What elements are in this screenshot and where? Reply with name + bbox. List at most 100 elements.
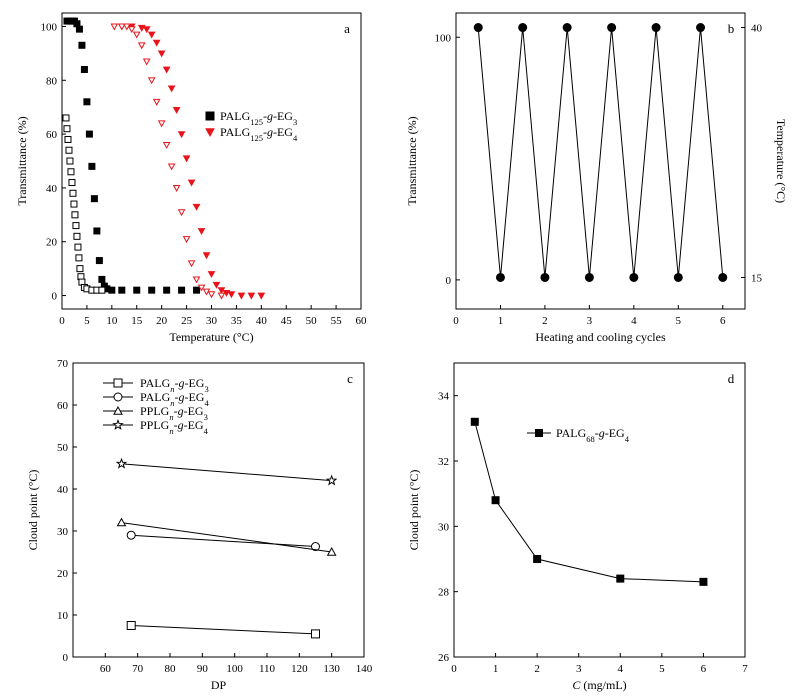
c-series-0-line xyxy=(131,625,316,635)
c-series-0 xyxy=(126,621,320,639)
a-series-2-point xyxy=(247,292,256,300)
b-series-point xyxy=(495,272,505,282)
d-xtick-label: 0 xyxy=(451,663,457,675)
a-series-2-point xyxy=(187,179,196,187)
d-frame xyxy=(453,362,746,658)
c-ytick-label: 30 xyxy=(57,526,69,538)
a-series-2-point xyxy=(172,106,181,114)
panel-b: 0 1 2 3 4 5 6 0 100 15 40 Heating and cooling cycle… xyxy=(405,12,788,344)
a-series-3-point xyxy=(147,77,156,85)
a-series-2-point xyxy=(192,203,201,211)
a-xtick-label: 30 xyxy=(206,315,218,327)
a-series-3-point xyxy=(127,26,136,34)
a-series-3-point xyxy=(132,31,141,39)
a-series-1-point xyxy=(67,168,75,176)
a-series-1-point xyxy=(64,135,72,143)
a-ytick-label: 40 xyxy=(46,183,58,195)
a-series-3-point xyxy=(197,284,206,292)
b-series-point xyxy=(629,272,639,282)
b-xtick-label: 1 xyxy=(498,315,504,327)
a-series-0 xyxy=(63,17,201,294)
b-y-axis-right-label: Temperature (°C) xyxy=(774,119,788,203)
a-series-3-point xyxy=(152,98,161,106)
c-x-axis-label: DP xyxy=(211,678,227,692)
a-series-0-point xyxy=(88,162,96,170)
a-series-2-point xyxy=(202,252,211,260)
c-legend-marker-0 xyxy=(113,378,123,388)
b-series-point xyxy=(696,23,706,33)
a-series-3-point xyxy=(207,291,216,299)
c-ytick-label: 70 xyxy=(57,358,69,370)
a-series-3 xyxy=(110,23,226,300)
c-series-2-point xyxy=(326,546,337,556)
c-panel-label: c xyxy=(347,371,353,386)
a-series-3-point xyxy=(192,276,201,284)
a-xtick-label: 15 xyxy=(131,315,143,327)
a-xtick-label: 10 xyxy=(106,315,118,327)
d-xtick-label: 7 xyxy=(742,663,748,675)
d-series-point xyxy=(699,577,708,586)
a-xtick-label: 0 xyxy=(59,315,65,327)
a-series-2-point xyxy=(227,291,236,299)
b-xtick-label: 4 xyxy=(631,315,637,327)
c-xtick-label: 70 xyxy=(132,663,144,675)
a-series-1-point xyxy=(74,243,82,251)
a-series-1-point xyxy=(72,222,80,230)
d-series-point xyxy=(470,417,479,426)
a-series-3-point xyxy=(110,23,119,31)
a-series-0-point xyxy=(148,286,156,294)
a-series-1-point xyxy=(68,179,76,187)
a-series-0-point xyxy=(118,286,126,294)
a-series-0-point xyxy=(85,130,93,138)
c-series-2-point xyxy=(116,517,127,527)
b-ytick-label: 0 xyxy=(446,275,452,287)
c-legend-label-3: PPLGn-g-EG4 xyxy=(140,418,209,436)
a-series-0-point xyxy=(178,286,186,294)
a-series-3-point xyxy=(142,58,151,66)
b-series-point xyxy=(673,272,683,282)
c-ytick-label: 60 xyxy=(57,400,69,412)
a-frame xyxy=(61,12,362,310)
d-ytick-label: 34 xyxy=(438,391,450,403)
d-ytick-label: 26 xyxy=(438,652,450,664)
c-series-1-point xyxy=(311,542,320,552)
a-xtick-label: 20 xyxy=(156,315,168,327)
a-series-0-point xyxy=(133,286,141,294)
a-series-1-point xyxy=(75,254,83,262)
a-legend-label-0: PALG125-g-EG3 xyxy=(220,109,297,127)
a-series-1-point xyxy=(66,157,74,165)
a-xtick-label: 45 xyxy=(281,315,293,327)
c-ytick-label: 10 xyxy=(57,610,69,622)
d-series-point xyxy=(533,555,542,563)
a-legend-label-1: PALG125-g-EG4 xyxy=(220,125,298,143)
a-xtick-label: 25 xyxy=(181,315,193,327)
b-series-point xyxy=(607,23,617,33)
a-legend-marker-1 xyxy=(205,128,215,138)
b-xtick-label: 3 xyxy=(587,315,593,327)
a-series-3-point xyxy=(182,236,191,244)
d-legend-marker xyxy=(535,429,543,437)
a-ytick-label: 60 xyxy=(46,129,58,141)
a-x-axis-label: Temperature (°C) xyxy=(169,330,253,344)
c-series-2-line xyxy=(121,522,332,553)
c-legend-label-1: PALGn-g-EG4 xyxy=(140,390,209,408)
a-ytick-label: 100 xyxy=(41,21,58,33)
d-xtick-label: 5 xyxy=(659,663,665,675)
a-series-2-point xyxy=(162,66,171,74)
a-series-3-point xyxy=(167,163,176,171)
a-series-3-point xyxy=(172,185,181,192)
a-series-2-point xyxy=(257,292,266,300)
a-xtick-label: 40 xyxy=(256,315,268,327)
d-xtick-label: 2 xyxy=(534,663,540,675)
a-series-2-point xyxy=(177,131,186,139)
a-series-2-point xyxy=(142,26,151,34)
a-xtick-label: 60 xyxy=(356,315,368,327)
c-ytick-label: 40 xyxy=(57,484,69,496)
a-series-2-point xyxy=(167,85,176,93)
a-ytick-label: 20 xyxy=(46,237,58,249)
d-ytick-label: 30 xyxy=(438,521,450,533)
a-series-2-point xyxy=(197,228,206,235)
b-panel-label: b xyxy=(728,21,735,36)
a-series-1-point xyxy=(62,114,70,122)
